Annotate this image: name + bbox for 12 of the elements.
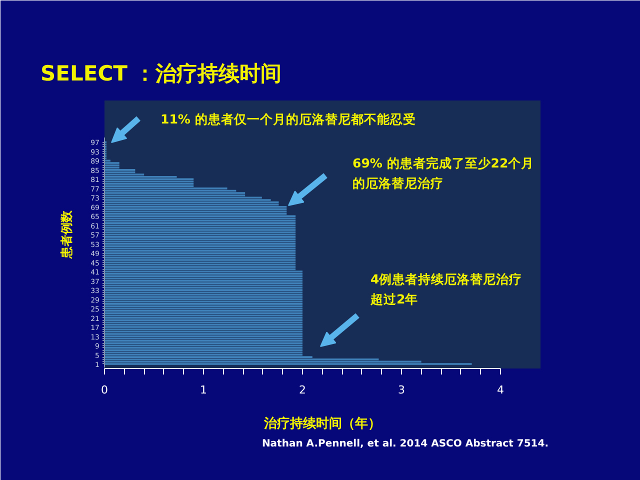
x-tick-label: 2	[299, 384, 306, 396]
x-axis-title: 治疗持续时间（年）	[263, 416, 381, 432]
x-tick-label: 3	[398, 384, 405, 396]
y-axis-title: 患者例数	[60, 210, 74, 260]
annotation: 69% 的患者完成了至少22个月的厄洛替尼治疗	[352, 155, 534, 190]
x-tick-label: 4	[497, 384, 504, 396]
x-tick-label: 1	[200, 384, 207, 396]
text: 11% 的患者仅一个月的厄洛替尼都不能忍受	[160, 112, 416, 126]
text: Nathan A.Pennell, et al. 2014 ASCO Abstract 7514.	[262, 438, 548, 450]
chart-title: SELECT ：治疗持续时间	[40, 62, 282, 86]
x-tick-label: 0	[101, 384, 108, 396]
annotation: 4例患者持续厄洛替尼治疗超过2年	[370, 271, 522, 306]
